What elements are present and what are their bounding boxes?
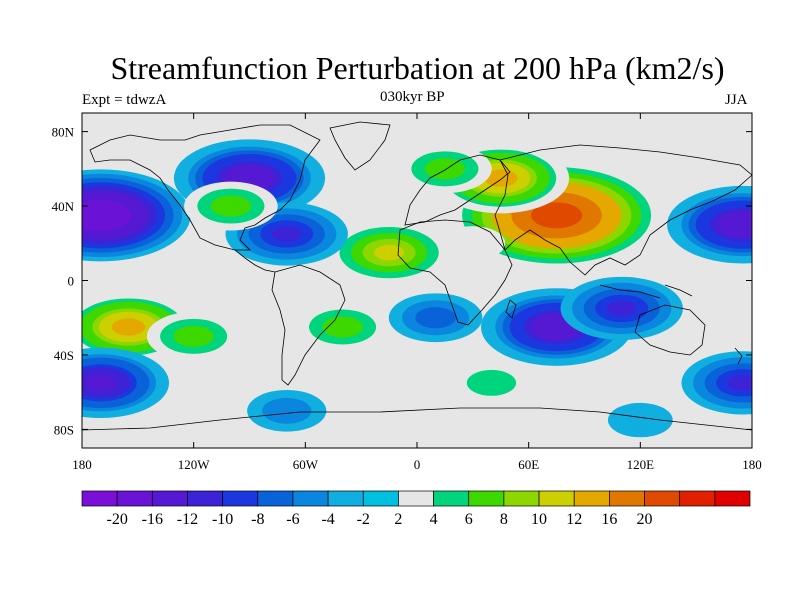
colorbar-label: 10 [531,511,547,528]
colorbar-swatch [81,490,118,507]
experiment-label: Expt = tdwzA [82,92,167,108]
colorbar-swatch [187,490,223,507]
colorbar-swatch [222,490,259,507]
colorbar-label: -12 [177,511,198,528]
season-label: JJA [725,92,748,108]
colorbar-label: 4 [430,511,438,528]
field-contour [669,164,686,174]
colorbar-label: -8 [251,511,264,528]
field-contour [424,311,448,324]
colorbar-label: 12 [566,511,582,528]
field-contour [484,169,518,187]
colorbar-swatch [609,490,645,507]
colorbar-swatch [503,490,540,507]
field-contour [727,375,752,391]
field-contour [538,317,576,337]
colorbar-label: 16 [601,511,617,528]
y-tick-label: 40S [54,348,74,363]
x-tick-label: 180 [742,457,762,472]
field-contour [271,226,302,242]
colorbar-label: -16 [142,511,163,528]
field-contour [182,330,206,343]
streamfunction-field [82,113,752,448]
field-contour [374,244,405,261]
x-tick-label: 60E [518,457,539,472]
field-contour [606,300,637,317]
y-tick-label: 0 [68,274,75,289]
field-contour [464,239,481,248]
colorbar-label: -4 [321,511,334,528]
x-tick-label: 180 [72,457,92,472]
field-contour [531,202,583,229]
colorbar-swatch [398,490,434,507]
colorbar-swatch [714,490,751,507]
field-contour [277,405,297,416]
x-tick-label: 60W [293,457,319,472]
colorbar-label: -10 [212,511,233,528]
colorbar-label: 8 [500,511,508,528]
time-label: 030kyr BP [380,89,445,105]
colorbar-swatch [433,490,470,507]
y-tick-label: 80N [52,125,75,140]
field-contour [83,374,118,392]
y-axis: 80N 40N 0 40S 80S [52,125,752,437]
field-contour [111,318,146,336]
x-tick-label: 120W [178,457,211,472]
y-tick-label: 40N [52,199,75,214]
field-contour [724,215,752,235]
colorbar-swatch [257,490,294,507]
colorbar-swatch [573,490,610,507]
x-tick-label: 120E [627,457,655,472]
field-contour [331,321,354,333]
field-contour [219,200,243,213]
colorbar-label: 20 [637,511,653,528]
colorbar-swatch [362,490,399,507]
coastlines [82,121,752,431]
colorbar: -20 -16 -12 -10 -8 -6 -4 -2 2 4 6 8 10 12 16 20 [81,490,751,528]
colorbar-label: -6 [286,511,299,528]
chart-title: Streamfunction Perturbation at 200 hPa (… [110,50,725,86]
colorbar-swatch [468,490,505,507]
colorbar-swatch [327,490,364,507]
field-contour [343,192,360,201]
colorbar-swatch [679,490,716,507]
colorbar-swatch [292,490,329,507]
x-axis: 180 120W 60W 0 60E 120E 180 [72,113,762,472]
colorbar-label: -2 [357,511,370,528]
colorbar-swatch [151,490,188,507]
y-tick-label: 80S [54,422,74,437]
colorbar-label: 2 [394,511,402,528]
colorbar-label: 6 [465,511,473,528]
field-contour [82,204,123,227]
colorbar-swatch [644,490,681,507]
field-contour [481,377,502,388]
colorbar-label: -20 [106,511,127,528]
x-tick-label: 0 [414,457,421,472]
colorbar-swatch [538,490,575,507]
colorbar-swatch [116,490,153,507]
